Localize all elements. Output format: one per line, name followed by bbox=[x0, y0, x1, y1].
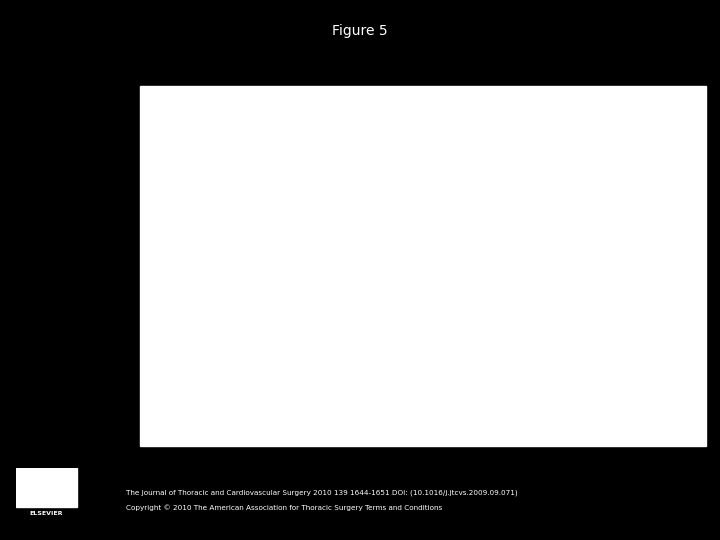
Text: *: * bbox=[217, 193, 222, 203]
Bar bbox=[166, 392, 192, 394]
Text: EGR-1: EGR-1 bbox=[165, 111, 207, 124]
Bar bbox=[369, 167, 395, 394]
Bar bbox=[16, 468, 77, 507]
Bar bbox=[288, 219, 315, 394]
Text: *: * bbox=[575, 147, 581, 157]
Bar bbox=[651, 215, 679, 394]
Bar bbox=[247, 388, 274, 394]
Text: NAB-2: NAB-2 bbox=[432, 111, 475, 124]
Y-axis label: % mRNA expression of
control: % mRNA expression of control bbox=[89, 193, 111, 304]
Text: The Journal of Thoracic and Cardiovascular Surgery 2010 139 1644-1651 DOI: (10.1: The Journal of Thoracic and Cardiovascul… bbox=[126, 489, 518, 496]
Bar bbox=[608, 288, 636, 394]
Text: ELSEVIER: ELSEVIER bbox=[30, 511, 63, 516]
Bar bbox=[207, 246, 233, 394]
Bar bbox=[564, 201, 592, 394]
Bar bbox=[328, 388, 355, 394]
Text: *: * bbox=[298, 167, 304, 177]
Bar bbox=[521, 267, 549, 394]
Text: *: * bbox=[662, 184, 668, 194]
Text: Figure 5: Figure 5 bbox=[332, 24, 388, 38]
Bar bbox=[433, 325, 462, 394]
Bar bbox=[477, 201, 505, 394]
Text: *: * bbox=[488, 162, 494, 172]
Text: Copyright © 2010 The American Association for Thoracic Surgery Terms and Conditi: Copyright © 2010 The American Associatio… bbox=[126, 504, 442, 511]
Text: *: * bbox=[379, 120, 385, 130]
